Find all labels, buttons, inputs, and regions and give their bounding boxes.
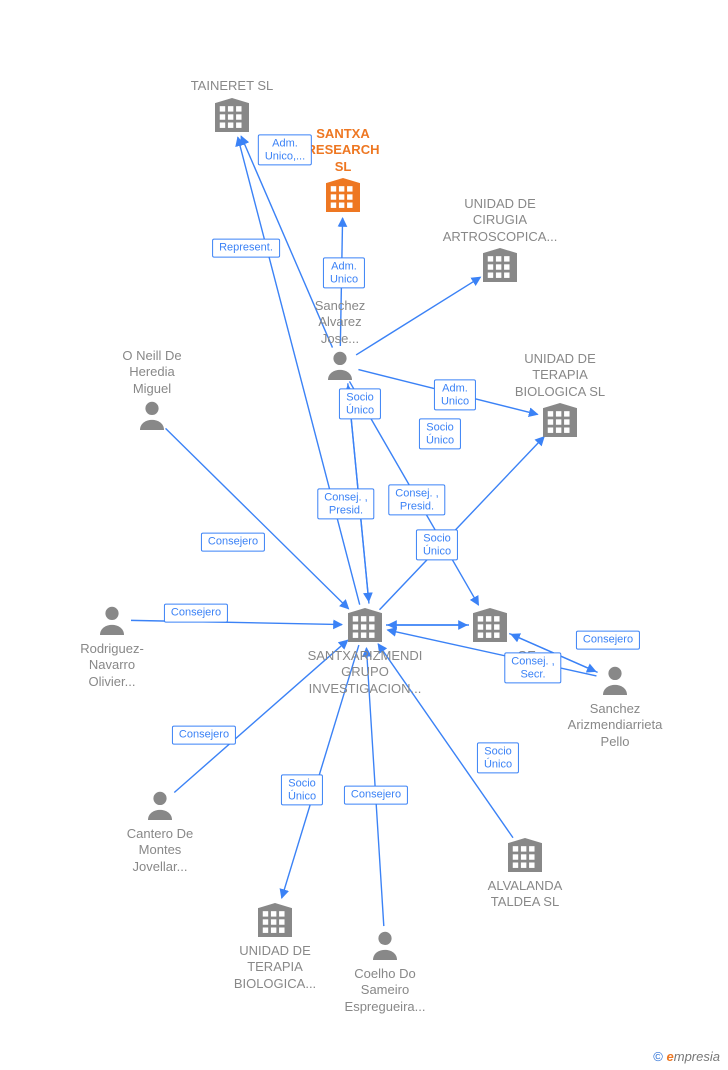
person-icon — [100, 607, 124, 635]
edge — [174, 640, 347, 792]
brand-initial: e — [667, 1049, 674, 1064]
edge — [356, 277, 480, 355]
copyright: © empresia — [653, 1049, 720, 1064]
brand-rest: mpresia — [674, 1049, 720, 1064]
network-canvas — [0, 0, 728, 1070]
person-icon — [373, 932, 397, 960]
edge — [358, 370, 537, 415]
building-icon — [348, 608, 382, 642]
building-icon — [215, 98, 249, 132]
edge — [349, 381, 478, 605]
edge — [241, 136, 332, 347]
person-icon — [328, 352, 352, 380]
edge — [378, 644, 513, 838]
person-icon — [140, 402, 164, 430]
edge — [340, 218, 342, 346]
person-icon — [603, 667, 627, 695]
edge — [282, 645, 359, 898]
building-icon — [473, 608, 507, 642]
building-icon — [543, 403, 577, 437]
building-icon — [258, 903, 292, 937]
copyright-symbol: © — [653, 1049, 663, 1064]
edge — [379, 437, 544, 610]
edge — [131, 620, 342, 624]
building-icon — [508, 838, 542, 872]
person-icon — [148, 792, 172, 820]
edge — [366, 648, 383, 926]
building-icon — [483, 248, 517, 282]
building-icon — [326, 178, 360, 212]
